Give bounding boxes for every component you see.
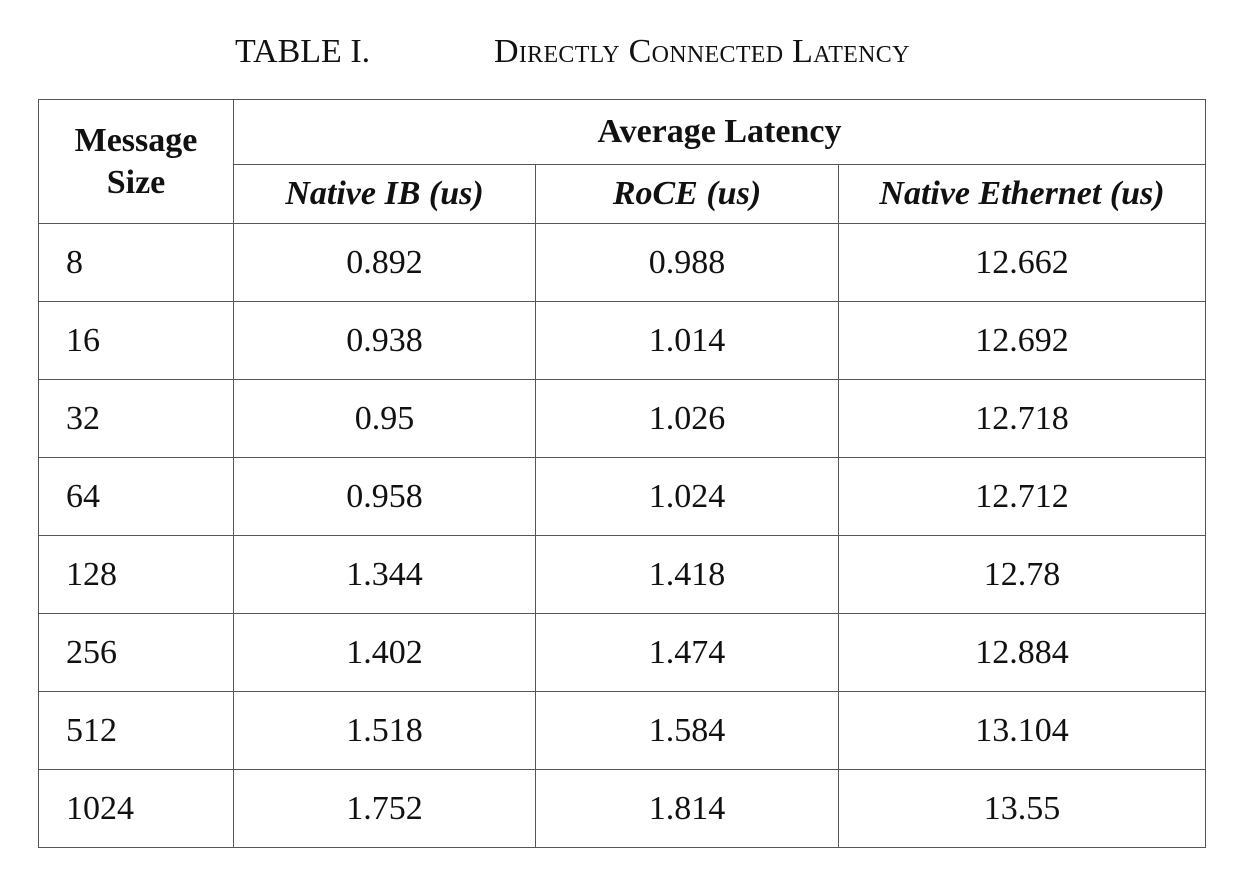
cell-native-ib: 0.892 bbox=[233, 223, 536, 302]
cell-native-ethernet: 12.692 bbox=[838, 301, 1206, 380]
cell-message-size: 8 bbox=[38, 223, 234, 302]
table-row: 128 1.344 1.418 12.78 bbox=[38, 535, 1206, 614]
table-row: 64 0.958 1.024 12.712 bbox=[38, 457, 1206, 536]
cell-native-ib: 0.938 bbox=[233, 301, 536, 380]
header-average-latency: Average Latency bbox=[233, 99, 1206, 165]
table-row: 32 0.95 1.026 12.718 bbox=[38, 379, 1206, 458]
cell-roce: 1.026 bbox=[535, 379, 839, 458]
table-row: 512 1.518 1.584 13.104 bbox=[38, 691, 1206, 770]
cell-native-ib: 1.518 bbox=[233, 691, 536, 770]
cell-roce: 1.024 bbox=[535, 457, 839, 536]
latency-table: Message Size Average Latency Native IB (… bbox=[38, 99, 1206, 848]
cell-roce: 1.584 bbox=[535, 691, 839, 770]
cell-roce: 0.988 bbox=[535, 223, 839, 302]
cell-native-ethernet: 12.712 bbox=[838, 457, 1206, 536]
table-title: Directly Connected Latency bbox=[494, 33, 910, 70]
table-caption: TABLE I. Directly Connected Latency bbox=[0, 30, 1256, 74]
cell-roce: 1.474 bbox=[535, 613, 839, 692]
cell-roce: 1.814 bbox=[535, 769, 839, 848]
table-row: 16 0.938 1.014 12.692 bbox=[38, 301, 1206, 380]
cell-native-ethernet: 12.662 bbox=[838, 223, 1206, 302]
cell-message-size: 16 bbox=[38, 301, 234, 380]
header-native-ethernet: Native Ethernet (us) bbox=[838, 164, 1206, 224]
cell-native-ib: 1.402 bbox=[233, 613, 536, 692]
header-row-group: Message Size Average Latency bbox=[38, 99, 1206, 224]
cell-roce: 1.014 bbox=[535, 301, 839, 380]
cell-native-ethernet: 12.78 bbox=[838, 535, 1206, 614]
cell-native-ethernet: 12.718 bbox=[838, 379, 1206, 458]
header-message-size-line2: Size bbox=[106, 163, 166, 201]
cell-roce: 1.418 bbox=[535, 535, 839, 614]
cell-native-ethernet: 13.55 bbox=[838, 769, 1206, 848]
table-row: 8 0.892 0.988 12.662 bbox=[38, 223, 1206, 302]
header-row-columns: Native IB (us) RoCE (us) Native Ethernet… bbox=[39, 164, 1206, 224]
header-roce: RoCE (us) bbox=[535, 164, 839, 224]
cell-native-ib: 0.95 bbox=[233, 379, 536, 458]
cell-message-size: 1024 bbox=[38, 769, 234, 848]
cell-native-ethernet: 13.104 bbox=[838, 691, 1206, 770]
header-message-size: Message Size bbox=[38, 99, 234, 224]
cell-native-ib: 0.958 bbox=[233, 457, 536, 536]
cell-message-size: 64 bbox=[38, 457, 234, 536]
cell-native-ethernet: 12.884 bbox=[838, 613, 1206, 692]
table-number: TABLE I. bbox=[235, 33, 371, 70]
table-row: 1024 1.752 1.814 13.55 bbox=[38, 769, 1206, 848]
table-row: 256 1.402 1.474 12.884 bbox=[38, 613, 1206, 692]
header-message-size-line1: Message bbox=[74, 121, 198, 159]
cell-message-size: 512 bbox=[38, 691, 234, 770]
cell-native-ib: 1.752 bbox=[233, 769, 536, 848]
header-native-ib: Native IB (us) bbox=[233, 164, 536, 224]
cell-native-ib: 1.344 bbox=[233, 535, 536, 614]
cell-message-size: 256 bbox=[38, 613, 234, 692]
cell-message-size: 32 bbox=[38, 379, 234, 458]
cell-message-size: 128 bbox=[38, 535, 234, 614]
